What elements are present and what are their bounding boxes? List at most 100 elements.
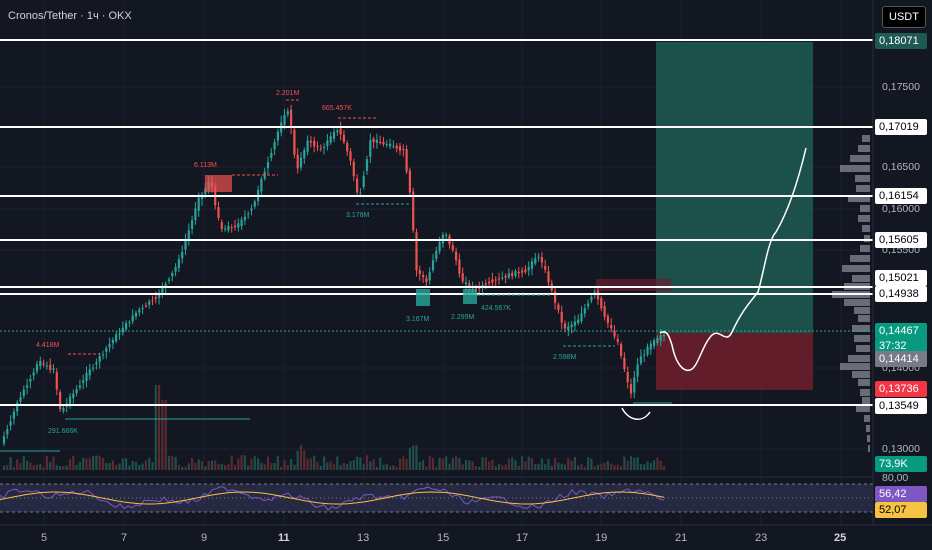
candle-body bbox=[26, 385, 29, 388]
candle-body bbox=[253, 201, 256, 207]
tag-current-price: 0,14467 bbox=[875, 323, 927, 339]
annotation: 2.201M bbox=[276, 90, 300, 97]
candle-body bbox=[78, 385, 81, 388]
candle-body bbox=[237, 223, 240, 228]
candle-body bbox=[497, 278, 501, 280]
candle-body bbox=[464, 282, 468, 285]
volume-profile-bar bbox=[864, 415, 870, 422]
candle-body bbox=[616, 338, 619, 342]
volume-bar bbox=[557, 462, 560, 470]
volume-bar bbox=[224, 465, 227, 470]
candle-body bbox=[2, 436, 6, 444]
volume-bar bbox=[293, 464, 296, 470]
volume-bar bbox=[85, 458, 88, 470]
volume-bar bbox=[174, 457, 177, 470]
volume-profile-bar bbox=[860, 245, 870, 252]
volume-bar bbox=[12, 466, 15, 470]
volume-profile-bar bbox=[867, 435, 870, 442]
volume-bar bbox=[55, 465, 58, 470]
candle-body bbox=[260, 179, 263, 192]
volume-bar bbox=[181, 466, 184, 470]
candle-body bbox=[230, 227, 233, 229]
candle-body bbox=[283, 115, 286, 126]
volume-profile-bar bbox=[854, 335, 870, 342]
candle-body bbox=[626, 371, 629, 383]
candle-body bbox=[461, 273, 464, 282]
candle-body bbox=[587, 303, 590, 307]
candle-body bbox=[365, 159, 369, 171]
volume-bar bbox=[161, 400, 164, 470]
volume-bar bbox=[22, 456, 25, 470]
candle-body bbox=[98, 355, 101, 362]
candle-body bbox=[349, 151, 352, 161]
candle-body bbox=[362, 175, 365, 188]
volume-bar bbox=[339, 465, 342, 470]
volume-bar bbox=[530, 457, 534, 470]
volume-bar bbox=[303, 450, 306, 470]
symbol-title[interactable]: Cronos/Tether · 1ч · OKX bbox=[8, 10, 132, 22]
volume-bar bbox=[514, 460, 517, 470]
candle-body bbox=[144, 305, 147, 307]
candle-body bbox=[603, 306, 606, 317]
volume-profile-bar bbox=[860, 389, 870, 396]
currency-button[interactable]: USDT bbox=[882, 6, 926, 28]
volume-bar bbox=[273, 463, 276, 470]
candle-body bbox=[316, 145, 319, 147]
candle-body bbox=[620, 344, 623, 356]
candle-body bbox=[415, 232, 418, 271]
candle-body bbox=[35, 364, 39, 372]
volume-bar bbox=[468, 460, 471, 470]
candle-body bbox=[359, 192, 362, 194]
take-profit-zone[interactable] bbox=[656, 42, 813, 333]
volume-profile-bar bbox=[858, 379, 870, 386]
volume-bar bbox=[481, 457, 484, 470]
volume-bar bbox=[633, 457, 636, 470]
volume-profile-bar bbox=[862, 225, 870, 232]
candle-body bbox=[382, 142, 385, 145]
candle-body bbox=[220, 222, 223, 229]
candle-body bbox=[92, 367, 95, 369]
candle-body bbox=[629, 384, 633, 394]
price-tick: 0,17500 bbox=[882, 81, 920, 93]
volume-bar bbox=[309, 458, 312, 470]
volume-profile-bar bbox=[855, 175, 870, 182]
candle-body bbox=[560, 311, 563, 323]
candle-body bbox=[593, 291, 596, 294]
time-label: 25 bbox=[834, 532, 847, 544]
volume-bar bbox=[577, 465, 580, 470]
volume-bar bbox=[217, 464, 220, 470]
volume-bar bbox=[101, 457, 105, 470]
volume-bar bbox=[471, 461, 474, 470]
volume-bar bbox=[408, 447, 411, 470]
candle-body bbox=[286, 111, 289, 115]
volume-profile-bar bbox=[850, 255, 870, 262]
volume-profile-bar bbox=[862, 397, 870, 404]
candle-body bbox=[478, 287, 481, 289]
stop-loss-zone[interactable] bbox=[656, 333, 813, 390]
candle-body bbox=[573, 321, 576, 326]
volume-bar bbox=[313, 455, 316, 470]
candle-body bbox=[118, 333, 121, 335]
candle-body bbox=[276, 131, 279, 141]
candle-body bbox=[339, 128, 342, 135]
volume-bar bbox=[643, 464, 646, 470]
candle-body bbox=[68, 396, 72, 405]
candle-body bbox=[356, 178, 359, 193]
volume-bar bbox=[398, 458, 402, 470]
candle-body bbox=[521, 270, 524, 273]
volume-bar bbox=[392, 465, 395, 470]
volume-bar bbox=[332, 464, 336, 470]
candle-body bbox=[293, 129, 296, 155]
candle-body bbox=[567, 326, 570, 331]
grid bbox=[0, 0, 870, 525]
volume-profile-bar bbox=[840, 165, 870, 172]
candle-body bbox=[197, 197, 200, 211]
annotation: 4.418M bbox=[36, 342, 60, 349]
candle-body bbox=[72, 393, 75, 398]
volume-profile-bar bbox=[856, 185, 870, 192]
volume-profile-bar bbox=[862, 135, 870, 142]
candle-body bbox=[504, 275, 507, 278]
liquidity-sweep-curve bbox=[621, 407, 651, 420]
candle-body bbox=[233, 225, 237, 228]
